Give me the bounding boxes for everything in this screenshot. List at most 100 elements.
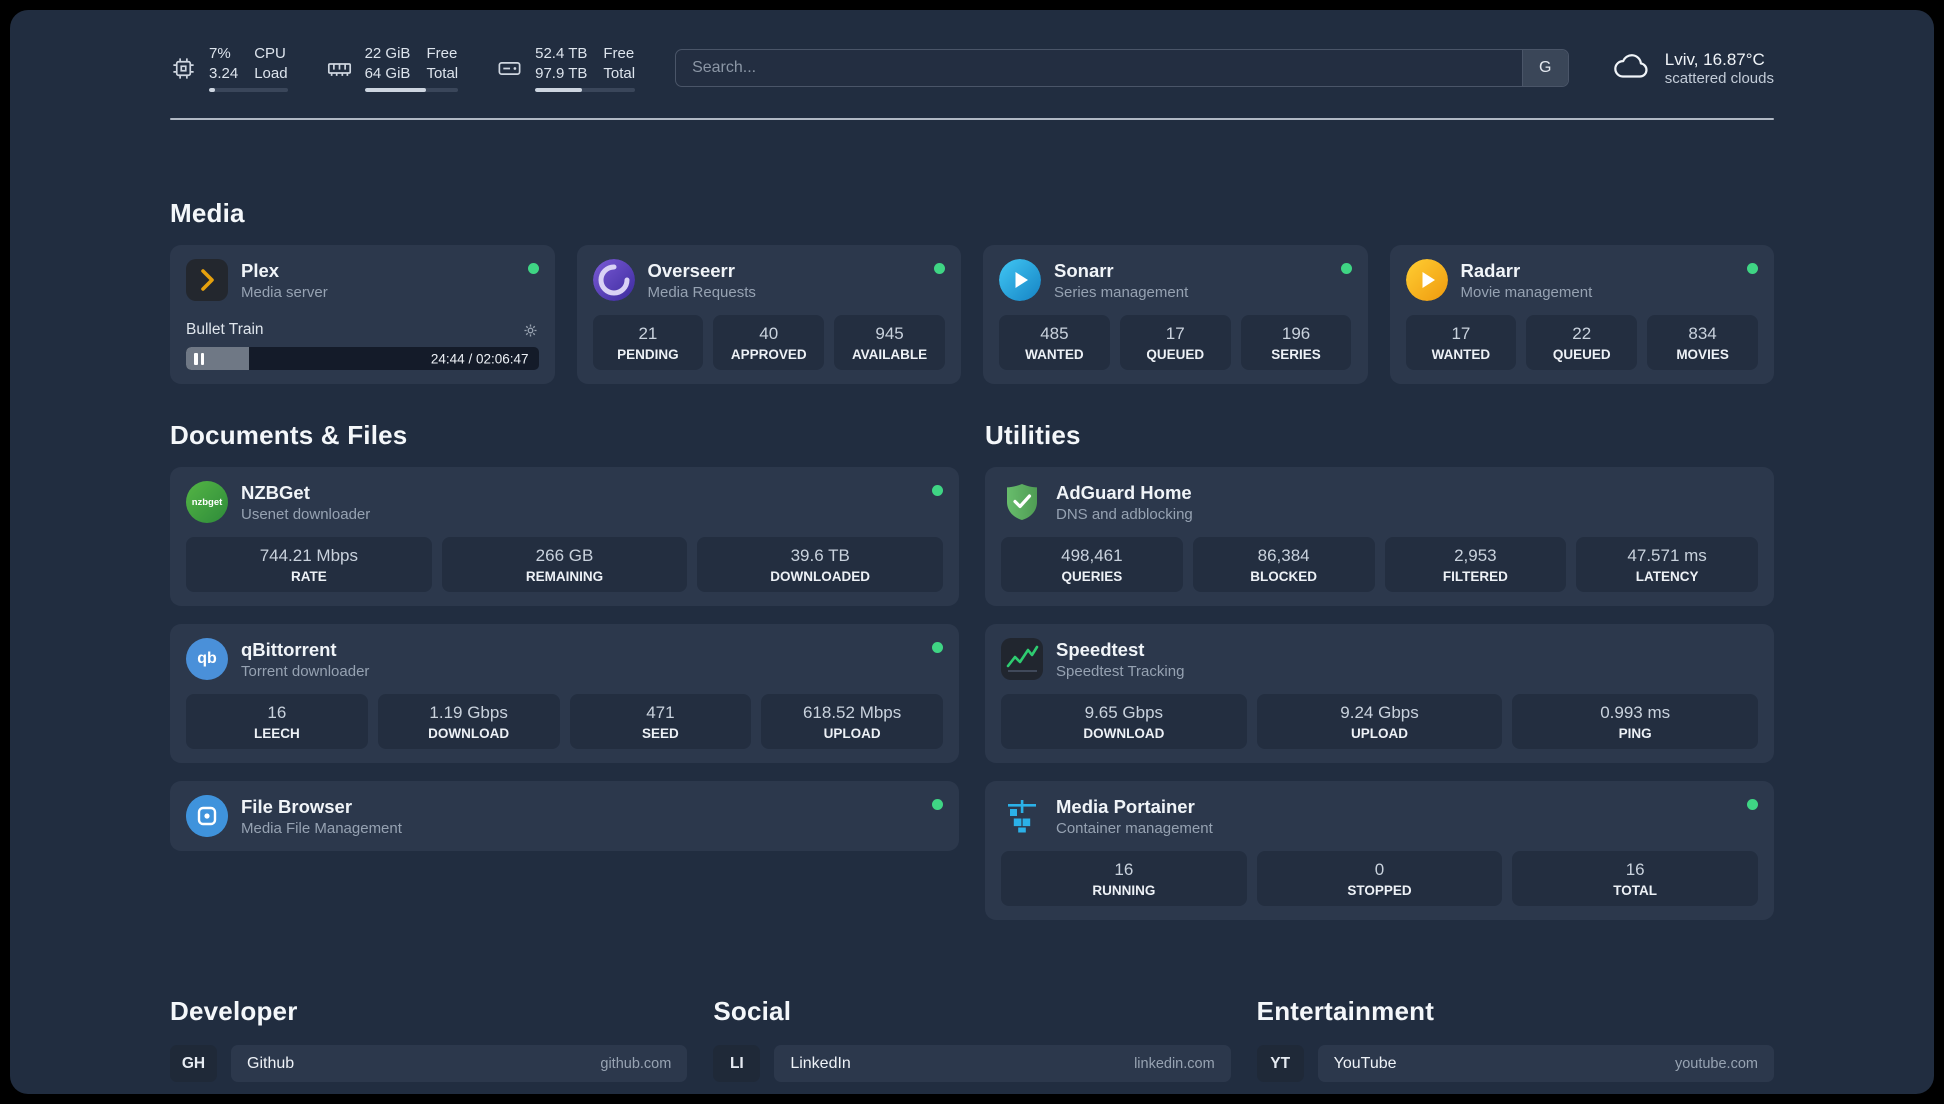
- section-title-media: Media: [170, 198, 245, 228]
- app-card-nzbget[interactable]: nzbget NZBGet Usenet downloader 744.21 M…: [170, 467, 959, 606]
- status-dot: [1747, 799, 1758, 810]
- stat-tile: 47.571 ms LATENCY: [1576, 537, 1758, 592]
- qbittorrent-icon: qb: [186, 638, 228, 680]
- now-playing-title: Bullet Train: [186, 321, 264, 338]
- bookmark-abbr-github[interactable]: GH: [170, 1045, 217, 1082]
- app-subtitle: Speedtest Tracking: [1056, 662, 1185, 680]
- memory-total-value: 64 GiB: [364, 64, 411, 82]
- overseerr-icon: [592, 259, 635, 301]
- section-title-social: Social: [713, 996, 792, 1026]
- list-item: GH Github github.com: [170, 1045, 688, 1082]
- memory-icon: [326, 55, 353, 82]
- memory-progress-fill: [364, 88, 427, 92]
- bookmark-group-developer: Developer GH Github github.com SO StackO…: [170, 996, 688, 1094]
- playback-time: 24:44 / 02:06:47: [430, 351, 529, 366]
- app-card-speedtest[interactable]: Speedtest Speedtest Tracking 9.65 Gbps D…: [985, 624, 1774, 763]
- memory-label-top: Free: [426, 45, 458, 62]
- app-subtitle: DNS and adblocking: [1056, 505, 1193, 523]
- app-card-radarr[interactable]: Radarr Movie management 17 WANTED 22 QUE…: [1389, 245, 1774, 384]
- stat-tile: 9.24 Gbps UPLOAD: [1256, 694, 1503, 749]
- playback-progress-bar[interactable]: 24:44 / 02:06:47: [186, 347, 539, 370]
- memory-widget: 22 GiB 64 GiB Free Total: [326, 44, 459, 92]
- app-subtitle: Series management: [1054, 283, 1189, 301]
- bookmark-link-github[interactable]: Github github.com: [231, 1045, 688, 1082]
- memory-progress-bar: [364, 88, 459, 92]
- bookmark-abbr-youtube[interactable]: YT: [1256, 1045, 1304, 1082]
- disk-total-value: 97.9 TB: [535, 64, 588, 82]
- section-utilities: Utilities AdGuard: [985, 420, 1774, 938]
- topbar-divider: [170, 118, 1774, 120]
- stat-tile: 744.21 Mbps RATE: [186, 537, 432, 592]
- app-name: Speedtest: [1056, 638, 1145, 660]
- app-subtitle: Usenet downloader: [241, 505, 371, 523]
- disk-free-value: 52.4 TB: [535, 45, 588, 62]
- app-name: NZBGet: [241, 481, 310, 503]
- status-dot: [932, 799, 943, 810]
- app-card-adguard[interactable]: AdGuard Home DNS and adblocking 498,461 …: [985, 467, 1774, 606]
- stat-tile: 17 WANTED: [1405, 315, 1517, 370]
- app-subtitle: Media Requests: [647, 283, 756, 301]
- weather-widget: Lviv, 16.87°C scattered clouds: [1611, 49, 1774, 88]
- stat-tile: 16 LEECH: [186, 694, 368, 749]
- cpu-icon: [170, 55, 197, 82]
- app-name: Plex: [241, 259, 280, 281]
- app-card-portainer[interactable]: Media Portainer Container management 16 …: [985, 781, 1774, 920]
- dashboard: 7% 3.24 CPU Load: [10, 10, 1934, 1094]
- filebrowser-icon: [186, 795, 228, 837]
- search-bar: G: [675, 49, 1569, 87]
- stat-tile: 498,461 QUERIES: [1001, 537, 1183, 592]
- pause-button[interactable]: [194, 352, 204, 365]
- app-name: Radarr: [1460, 259, 1521, 281]
- cpu-label-top: CPU: [254, 45, 286, 62]
- stat-tile: 9.65 Gbps DOWNLOAD: [1001, 694, 1247, 749]
- section-media: Media Plex Media server: [170, 198, 1774, 384]
- stat-tile: 21 PENDING: [592, 315, 704, 370]
- app-card-filebrowser[interactable]: File Browser Media File Management: [170, 781, 959, 851]
- stat-tile: 16 TOTAL: [1512, 851, 1759, 906]
- gear-icon[interactable]: [522, 322, 539, 339]
- stat-tile: 471 SEED: [569, 694, 752, 749]
- status-dot: [932, 485, 943, 496]
- app-name: Sonarr: [1054, 259, 1114, 281]
- adguard-icon: [1001, 481, 1043, 523]
- stat-tile: 0.993 ms PING: [1512, 694, 1759, 749]
- disk-label-top: Free: [603, 45, 635, 62]
- bookmark-link-youtube[interactable]: YouTube youtube.com: [1317, 1045, 1774, 1082]
- bookmark-group-entertainment: Entertainment YT YouTube youtube.com NF …: [1256, 996, 1774, 1094]
- stat-tile: 16 RUNNING: [1001, 851, 1247, 906]
- app-name: File Browser: [241, 795, 353, 817]
- search-input[interactable]: [676, 50, 1522, 86]
- app-subtitle: Media File Management: [241, 819, 402, 837]
- section-title-developer: Developer: [170, 996, 298, 1026]
- stat-tile: 196 SERIES: [1240, 315, 1352, 370]
- disk-widget: 52.4 TB 97.9 TB Free Total: [496, 44, 636, 92]
- cpu-load-value: 3.24: [209, 64, 239, 82]
- stat-tile: 22 QUEUED: [1526, 315, 1638, 370]
- app-card-qbittorrent[interactable]: qb qBittorrent Torrent downloader 16 LEE…: [170, 624, 959, 763]
- stat-tile: 1.19 Gbps DOWNLOAD: [377, 694, 560, 749]
- bookmark-link-linkedin[interactable]: LinkedIn linkedin.com: [774, 1045, 1231, 1082]
- cpu-progress-bar: [209, 88, 288, 92]
- app-subtitle: Movie management: [1460, 283, 1593, 301]
- bookmark-abbr-linkedin[interactable]: LI: [713, 1045, 761, 1082]
- stat-tile: 266 GB REMAINING: [441, 537, 688, 592]
- cloud-icon: [1611, 49, 1653, 88]
- app-card-plex[interactable]: Plex Media server Bullet Train: [170, 245, 555, 384]
- app-subtitle: Torrent downloader: [241, 662, 370, 680]
- stat-tile: 2,953 FILTERED: [1384, 537, 1567, 592]
- stat-tile: 17 QUEUED: [1119, 315, 1231, 370]
- app-card-sonarr[interactable]: Sonarr Series management 485 WANTED 17 Q…: [983, 245, 1368, 384]
- app-card-overseerr[interactable]: Overseerr Media Requests 21 PENDING 40 A…: [576, 245, 961, 384]
- app-name: Media Portainer: [1056, 795, 1195, 817]
- memory-label-bottom: Total: [426, 64, 459, 82]
- stat-tile: 834 MOVIES: [1647, 315, 1758, 370]
- weather-condition: scattered clouds: [1664, 69, 1774, 87]
- disk-icon: [496, 55, 523, 82]
- nzbget-icon: nzbget: [186, 481, 228, 523]
- stat-tile: 945 AVAILABLE: [834, 315, 945, 370]
- search-engine-button[interactable]: G: [1521, 50, 1568, 86]
- bookmark-group-social: Social LI LinkedIn linkedin.com TW Twitt…: [713, 996, 1231, 1094]
- app-subtitle: Container management: [1056, 819, 1213, 837]
- system-metrics: 7% 3.24 CPU Load: [170, 44, 636, 92]
- status-dot: [1747, 263, 1758, 274]
